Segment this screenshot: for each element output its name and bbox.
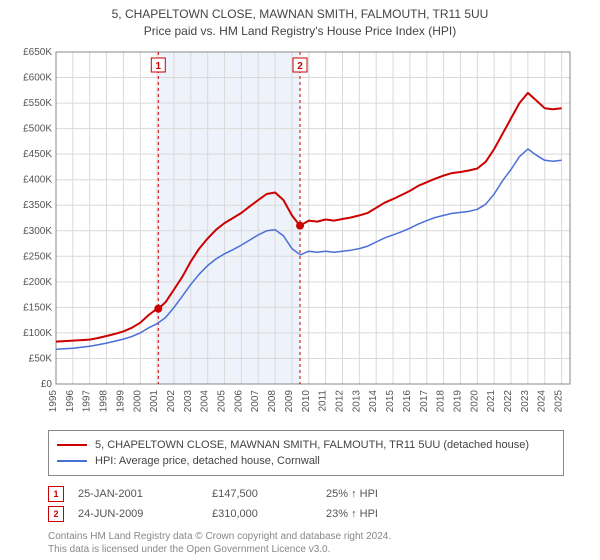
svg-text:2005: 2005 [217, 389, 228, 412]
svg-text:2022: 2022 [503, 389, 514, 412]
sale-delta-1: 25% ↑ HPI [326, 488, 378, 500]
svg-text:£150K: £150K [23, 302, 52, 313]
svg-text:2: 2 [297, 61, 303, 72]
sale-price-2: £310,000 [212, 508, 312, 520]
svg-text:1995: 1995 [48, 389, 59, 412]
sale-delta-2: 23% ↑ HPI [326, 508, 378, 520]
svg-text:£400K: £400K [23, 174, 52, 185]
svg-text:2004: 2004 [200, 389, 211, 412]
footer-line-1: Contains HM Land Registry data © Crown c… [48, 530, 564, 543]
svg-text:2019: 2019 [452, 389, 463, 412]
legend-label-hpi: HPI: Average price, detached house, Corn… [95, 455, 320, 467]
svg-text:2021: 2021 [486, 389, 497, 412]
svg-text:2010: 2010 [301, 389, 312, 412]
svg-text:£600K: £600K [23, 72, 52, 83]
svg-text:1997: 1997 [82, 389, 93, 412]
svg-text:£100K: £100K [23, 328, 52, 339]
legend-item-hpi: HPI: Average price, detached house, Corn… [57, 453, 555, 469]
svg-text:1996: 1996 [65, 389, 76, 412]
svg-text:2002: 2002 [166, 389, 177, 412]
svg-text:2009: 2009 [284, 389, 295, 412]
sale-date-1: 25-JAN-2001 [78, 488, 198, 500]
sale-badge-2: 2 [48, 506, 64, 522]
svg-text:2003: 2003 [183, 389, 194, 412]
svg-text:2012: 2012 [334, 389, 345, 412]
svg-text:£350K: £350K [23, 200, 52, 211]
svg-text:£200K: £200K [23, 276, 52, 287]
svg-text:£500K: £500K [23, 123, 52, 134]
svg-text:2008: 2008 [267, 389, 278, 412]
title-line-2: Price paid vs. HM Land Registry's House … [0, 23, 600, 40]
svg-text:2006: 2006 [233, 389, 244, 412]
svg-text:£300K: £300K [23, 225, 52, 236]
svg-text:2023: 2023 [520, 389, 531, 412]
svg-text:1999: 1999 [115, 389, 126, 412]
svg-text:2007: 2007 [250, 389, 261, 412]
svg-text:2015: 2015 [385, 389, 396, 412]
legend-swatch-property [57, 444, 87, 446]
svg-text:2017: 2017 [419, 389, 430, 412]
legend-swatch-hpi [57, 460, 87, 462]
sale-price-1: £147,500 [212, 488, 312, 500]
svg-text:£450K: £450K [23, 149, 52, 160]
svg-text:2025: 2025 [554, 389, 565, 412]
svg-text:2016: 2016 [402, 389, 413, 412]
svg-text:£50K: £50K [29, 353, 53, 364]
sale-date-2: 24-JUN-2009 [78, 508, 198, 520]
svg-text:2011: 2011 [318, 389, 329, 411]
svg-text:2000: 2000 [132, 389, 143, 412]
title-line-1: 5, CHAPELTOWN CLOSE, MAWNAN SMITH, FALMO… [0, 6, 600, 23]
chart-title-block: 5, CHAPELTOWN CLOSE, MAWNAN SMITH, FALMO… [0, 0, 600, 40]
svg-text:2018: 2018 [436, 389, 447, 412]
svg-text:2013: 2013 [351, 389, 362, 412]
footer-line-2: This data is licensed under the Open Gov… [48, 543, 564, 556]
svg-text:2001: 2001 [149, 389, 160, 412]
footer: Contains HM Land Registry data © Crown c… [48, 530, 564, 556]
svg-text:£0: £0 [41, 379, 53, 390]
svg-text:2020: 2020 [469, 389, 480, 412]
legend: 5, CHAPELTOWN CLOSE, MAWNAN SMITH, FALMO… [48, 430, 564, 476]
sale-row-2: 2 24-JUN-2009 £310,000 23% ↑ HPI [48, 504, 564, 524]
price-chart: £0 £50K £100K £150K £200K £250K £300K £350K £400… [10, 44, 580, 424]
svg-text:1998: 1998 [99, 389, 110, 412]
svg-text:£650K: £650K [23, 47, 52, 58]
svg-text:£250K: £250K [23, 251, 52, 262]
svg-text:2024: 2024 [537, 389, 548, 412]
legend-label-property: 5, CHAPELTOWN CLOSE, MAWNAN SMITH, FALMO… [95, 439, 529, 451]
sale-row-1: 1 25-JAN-2001 £147,500 25% ↑ HPI [48, 484, 564, 504]
chart-svg: £0 £50K £100K £150K £200K £250K £300K £350K £400… [10, 44, 580, 424]
sale-badge-1: 1 [48, 486, 64, 502]
svg-text:2014: 2014 [368, 389, 379, 412]
sales-table: 1 25-JAN-2001 £147,500 25% ↑ HPI 2 24-JU… [48, 484, 564, 524]
svg-text:1: 1 [156, 61, 162, 72]
svg-text:£550K: £550K [23, 98, 52, 109]
legend-item-property: 5, CHAPELTOWN CLOSE, MAWNAN SMITH, FALMO… [57, 437, 555, 453]
